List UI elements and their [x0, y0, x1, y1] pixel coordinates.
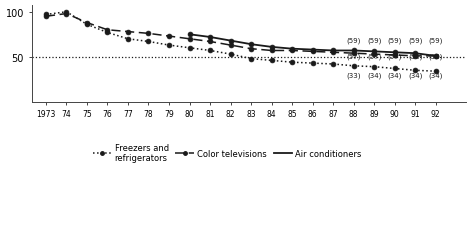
Text: (56): (56): [429, 53, 443, 59]
Text: (34): (34): [367, 73, 381, 79]
Text: (59): (59): [346, 38, 361, 44]
Text: (59): (59): [408, 38, 422, 44]
Text: (33): (33): [346, 73, 361, 79]
Text: (34): (34): [408, 73, 422, 79]
Text: (59): (59): [367, 38, 381, 44]
Legend: Freezers and
refrigerators, Color televisions, Air conditioners: Freezers and refrigerators, Color televi…: [90, 140, 365, 166]
Text: (57): (57): [346, 53, 361, 59]
Text: (59): (59): [388, 38, 402, 44]
Text: (57): (57): [367, 53, 381, 59]
Text: (57): (57): [388, 53, 402, 59]
Text: (34): (34): [429, 73, 443, 79]
Text: (59): (59): [429, 38, 443, 44]
Text: (56): (56): [408, 53, 422, 59]
Text: (34): (34): [388, 73, 402, 79]
